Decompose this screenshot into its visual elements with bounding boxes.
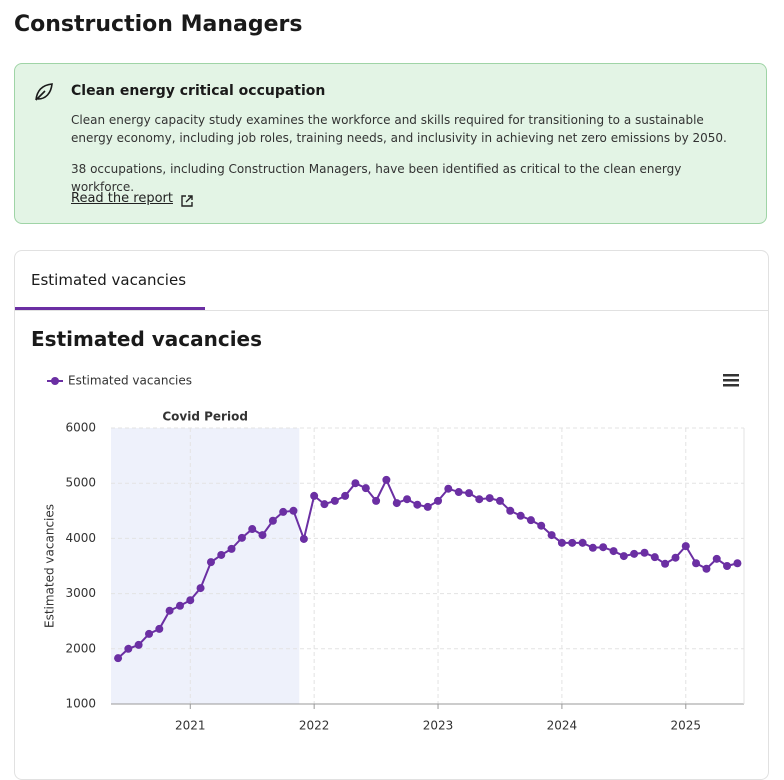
data-point [268,516,277,525]
data-point [671,553,680,562]
data-point [351,479,360,488]
data-point [454,488,463,497]
data-point [516,511,525,520]
covid-band [111,428,300,704]
data-point [444,484,453,493]
data-point [640,548,649,557]
data-point [434,496,443,505]
data-point [320,500,329,509]
data-point [372,496,381,505]
data-point [403,495,412,504]
y-tick-label: 3000 [65,586,96,600]
data-point [134,640,143,649]
y-tick-label: 4000 [65,531,96,545]
data-point [413,500,422,509]
tab-indicator [15,307,205,310]
data-point [650,553,659,562]
data-point [681,542,690,551]
data-point [392,499,401,508]
data-point [578,538,587,547]
data-point [702,564,711,573]
leaf-icon [35,83,53,101]
banner: Clean energy critical occupation Clean e… [14,63,767,224]
data-point [165,606,174,615]
data-point [310,491,319,500]
data-point [114,654,123,663]
data-point [248,525,257,534]
banner-text: Clean energy capacity study examines the… [71,113,727,145]
data-point [723,562,732,570]
data-point [217,550,226,559]
data-point [227,544,236,553]
data-point [186,596,195,605]
data-point [475,495,484,504]
x-tick-label: 2021 [175,719,206,733]
y-tick-label: 6000 [65,421,96,435]
data-point [630,549,639,558]
banner-text: 38 occupations, including Construction M… [71,162,682,194]
data-point [155,624,164,633]
chart-heading: Estimated vacancies [31,327,263,351]
data-point [423,502,432,511]
tab-separator [15,310,768,311]
band-label: Covid Period [162,410,248,424]
data-point [537,521,546,530]
data-point [568,538,577,547]
data-point [382,475,391,484]
data-point [289,506,298,515]
tab[interactable]: Estimated vacancies [31,271,187,289]
data-point [609,547,618,556]
report-link[interactable]: Read the report [71,191,173,206]
data-point [526,516,535,525]
data-point [279,507,288,516]
data-point [145,629,154,638]
data-point [557,538,566,547]
data-point [196,584,205,593]
data-point [712,554,721,563]
data-point [361,484,370,493]
data-point [258,531,267,540]
banner-title: Clean energy critical occupation [71,83,326,99]
legend-marker [51,377,59,385]
y-axis-label: Estimated vacancies [43,504,57,628]
x-tick-label: 2022 [299,719,330,733]
data-point [330,496,339,505]
data-point [206,558,215,567]
legend-label: Estimated vacancies [68,374,192,388]
menu-icon[interactable] [723,374,739,387]
data-point [237,533,246,542]
data-point [341,491,350,500]
data-point [619,552,628,561]
x-tick-label: 2024 [547,719,578,733]
y-tick-label: 2000 [65,641,96,655]
data-point [661,559,670,568]
page-title: Construction Managers [14,12,303,37]
data-point [495,496,504,505]
x-tick-label: 2025 [671,719,702,733]
x-tick-label: 2023 [423,719,454,733]
data-point [588,543,597,552]
data-point [733,559,742,568]
data-point [692,559,701,568]
data-point [547,531,556,540]
data-point [175,601,184,610]
data-point [599,543,608,552]
data-point [299,534,308,543]
data-point [124,644,133,653]
data-point [506,506,515,515]
data-point [485,494,494,503]
y-tick-label: 5000 [65,476,96,490]
external-icon [181,195,193,207]
y-tick-label: 1000 [65,697,96,711]
data-point [464,489,473,498]
